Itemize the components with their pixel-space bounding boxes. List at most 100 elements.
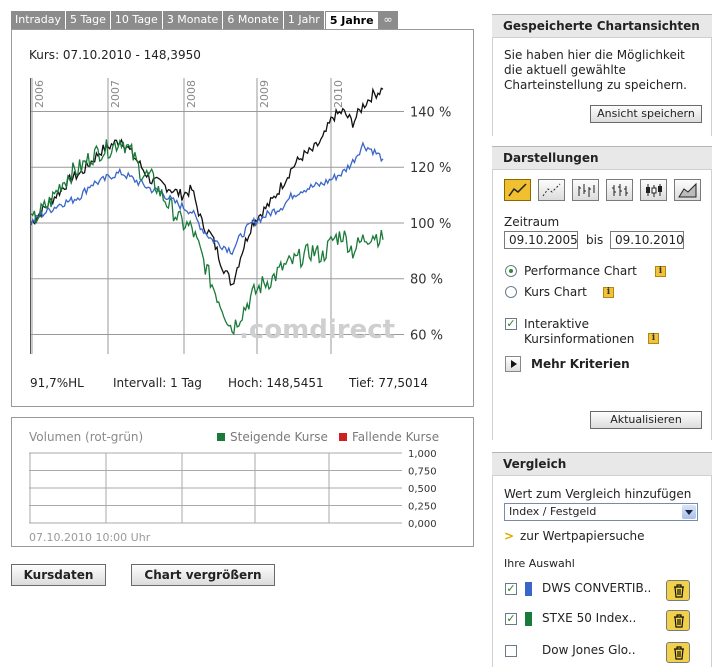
ansicht-speichern-button[interactable]: Ansicht speichern [590,105,702,123]
tab-5-jahre[interactable]: 5 Jahre [324,11,379,30]
info-icon[interactable]: i [603,287,614,298]
tab-intraday[interactable]: Intraday [11,11,67,29]
chart-svg: 140 % 120 % 100 % 80 % 60 % 2006 2007 2008 2009 2… [31,78,451,354]
tab-6-monate[interactable]: 6 Monate [223,11,284,29]
legend-down-label: Fallende Kurse [352,430,440,444]
candlestick-chart-icon [646,184,662,197]
y-tick-label: 120 % [410,161,451,176]
vergleich-header: Vergleich [492,452,712,476]
saved-views-body: Sie haben hier die Möglichkeit die aktue… [492,38,712,136]
point-chart-button[interactable] [538,179,565,201]
volume-title: Volumen (rot-grün) [29,430,144,444]
ohlc-chart-button[interactable] [572,179,599,201]
zeitraum-label: Zeitraum [504,215,560,229]
mehr-kriterien-arrow-icon[interactable] [505,356,521,372]
saved-text-3: Charteinstellung zu speichern. [504,78,687,92]
delete-button-1[interactable] [666,580,690,601]
compare-checkbox-3[interactable] [505,645,517,657]
volume-y-tick: 1,000 [408,449,437,460]
mountain-chart-button[interactable] [674,179,701,201]
kursdaten-button[interactable]: Kursdaten [11,564,106,586]
compare-checkbox-2[interactable]: ✓ [505,612,517,625]
y-tick-label: 140 % [410,105,451,120]
period-tabs: Intraday 5 Tage 10 Tage 3 Monate 6 Monat… [11,11,399,30]
y-tick-label: 80 % [410,273,443,288]
series-line-2 [31,141,384,256]
interaktive-label-2: Kursinformationen [524,332,635,346]
volume-chart: 1,000 0,750 0,500 0,250 0,000 [29,449,437,530]
series-line-1 [31,87,384,286]
chart-vergroessern-button[interactable]: Chart vergrößern [131,564,275,586]
interaktive-checkbox[interactable]: ✓ [505,317,517,330]
tab-1-jahr[interactable]: 1 Jahr [283,11,325,29]
vergleich-body: Wert zum Vergleich hinzufügen Index / Fe… [492,476,712,667]
delete-button-3[interactable] [666,642,690,663]
legend-up-swatch [217,433,225,441]
trash-icon [674,646,684,660]
kurs-chart-radio[interactable] [505,286,517,298]
aktualisieren-button[interactable]: Aktualisieren [590,411,702,429]
saved-text-1: Sie haben hier die Möglichkeit [504,48,685,62]
tab-5-tage[interactable]: 5 Tage [66,11,111,29]
watermark: .comdirect [239,315,395,345]
x-tick-label: 2006 [33,80,46,108]
vergleich-select[interactable]: Index / Festgeld [504,503,698,521]
trash-icon [674,614,684,628]
tab-infinity[interactable]: ∞ [378,11,399,29]
ohlc-chart-icon [578,184,595,197]
legend-up-label: Steigende Kurse [230,430,328,444]
darstellungen-body: Zeitraum 09.10.2005 bis 09.10.2010 Perfo… [492,170,712,440]
legend-down-swatch [339,433,347,441]
x-tick-label: 2007 [109,80,122,108]
info-icon[interactable]: i [655,266,666,277]
x-tick-label: 2009 [258,80,271,108]
info-icon[interactable]: i [648,333,659,344]
volume-y-tick: 0,000 [408,519,437,530]
chart-panel: Kurs: 07.10.2010 - 148,3950 140 % 120 % 10… [11,29,474,407]
hlc-chart-button[interactable] [606,179,633,201]
legend-steigend: Steigende Kurse [217,430,328,444]
performance-chart-radio[interactable] [505,265,517,277]
volume-panel: Volumen (rot-grün) Steigende Kurse Falle… [11,417,474,547]
compare-item-2: STXE 50 Index.. [542,611,637,625]
candlestick-chart-button[interactable] [640,179,667,201]
wertpapiersuche-link[interactable]: zur Wertpapiersuche [520,529,645,543]
saved-text-2: die aktuell gewählte [504,63,626,77]
stat-hoch: Hoch: 148,5451 [228,376,324,390]
compare-checkbox-1[interactable]: ✓ [505,582,517,595]
volume-date: 07.10.2010 10:00 Uhr [29,531,151,544]
kurs-chart-label: Kurs Chart [524,285,587,299]
series-color-swatch [525,612,532,626]
point-chart-icon [542,183,561,197]
tab-10-tage[interactable]: 10 Tage [110,11,163,29]
volume-y-tick: 0,750 [408,467,437,478]
vergleich-select-value: Index / Festgeld [509,505,597,518]
performance-chart[interactable]: 140 % 120 % 100 % 80 % 60 % 2006 2007 2008 2009 2… [30,78,451,354]
darstellungen-header: Darstellungen [492,146,712,170]
compare-item-1: DWS CONVERTIB.. [542,581,652,595]
stat-hl: 91,7%HL [30,376,84,390]
chevron-down-icon [682,505,696,519]
performance-chart-label: Performance Chart [524,264,637,278]
hlc-chart-icon [612,184,628,196]
series-line-3 [31,138,384,336]
y-tick-label: 100 % [410,217,451,232]
y-tick-label: 60 % [410,328,443,343]
volume-y-tick: 0,250 [408,502,437,513]
tab-3-monate[interactable]: 3 Monate [162,11,224,29]
chevron-right-icon: > [504,529,515,543]
series-color-swatch [525,582,532,596]
compare-item-3: Dow Jones Glo.. [542,643,636,657]
line-chart-icon [508,183,527,197]
trash-icon [674,584,684,598]
delete-button-2[interactable] [666,610,690,631]
kurs-label: Kurs: 07.10.2010 - 148,3950 [29,48,201,62]
mountain-chart-icon [678,182,697,198]
ihre-auswahl-label: Ihre Auswahl [504,557,575,570]
interaktive-label-1: Interaktive [524,317,589,331]
mehr-kriterien-label[interactable]: Mehr Kriterien [531,357,630,371]
line-chart-button[interactable] [504,179,531,201]
date-to-input[interactable]: 09.10.2010 [610,231,684,249]
date-from-input[interactable]: 09.10.2005 [504,231,578,249]
vergleich-add-label: Wert zum Vergleich hinzufügen [504,487,692,501]
